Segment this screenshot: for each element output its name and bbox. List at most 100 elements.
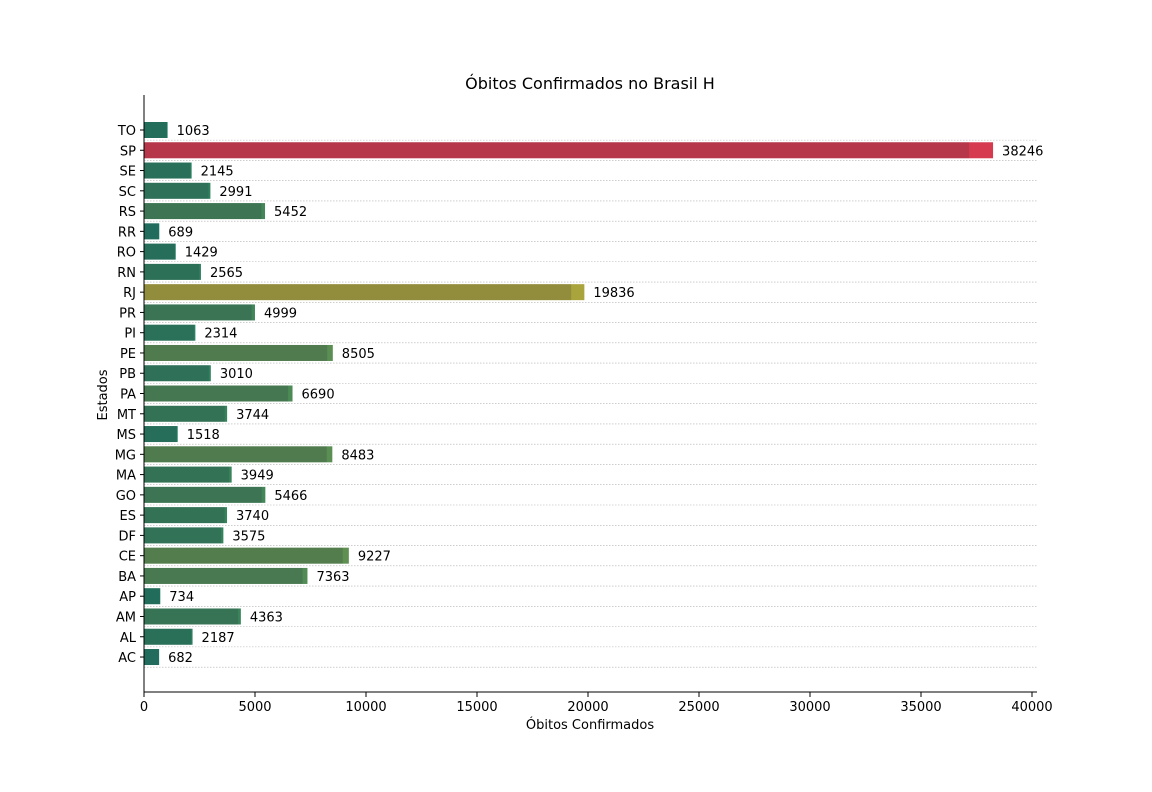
- x-tick-label: 20000: [567, 700, 608, 715]
- bar-value-label: 5466: [274, 489, 307, 504]
- y-tick-label: SE: [120, 165, 136, 180]
- bar-shade: [144, 324, 194, 341]
- x-tick-label: 35000: [900, 700, 941, 715]
- bar-value-label: 734: [169, 590, 194, 605]
- x-tick-label: 10000: [345, 700, 386, 715]
- y-tick-label: TO: [117, 124, 136, 139]
- grid-lines: [144, 139, 1037, 668]
- y-tick-label: AM: [116, 610, 136, 625]
- y-tick-label: BA: [118, 570, 136, 585]
- bar-pi: [144, 324, 196, 341]
- y-tick-label: AC: [118, 651, 136, 666]
- bar-value-label: 3740: [236, 509, 269, 524]
- bar-value-label: 2991: [219, 185, 252, 200]
- x-axis-label: Óbitos Confirmados: [526, 717, 654, 733]
- y-tick-label: MT: [117, 408, 136, 423]
- bar-shade: [144, 304, 252, 321]
- bar-shade: [144, 223, 159, 240]
- y-tick-label: PB: [119, 367, 136, 382]
- y-tick-labels: TO SP SE SC RS RR RO RN RJ PR PI PE PB PA MT MS MG MA GO ES…: [115, 124, 144, 666]
- bar-rn: [144, 263, 201, 280]
- y-tick-label: RR: [118, 225, 136, 240]
- bar-value-label: 2314: [204, 327, 237, 342]
- chart-title: Óbitos Confirmados no Brasil H: [465, 74, 715, 93]
- bar-pr: [144, 304, 255, 321]
- x-tick-label: 30000: [789, 700, 830, 715]
- bar-ap: [144, 588, 161, 605]
- bar-value-label: 1429: [185, 246, 218, 261]
- bar-shade: [144, 263, 200, 280]
- bar-es: [144, 507, 228, 524]
- y-tick-label: PA: [120, 388, 136, 403]
- y-tick-label: DF: [119, 529, 137, 544]
- bar-shade: [144, 182, 209, 199]
- bar-value-label: 5452: [274, 205, 307, 220]
- bar-pa: [144, 385, 293, 402]
- y-tick-label: PR: [119, 306, 136, 321]
- bar-mt: [144, 405, 228, 422]
- bar-ma: [144, 466, 232, 483]
- bar-value-label: 6690: [302, 388, 335, 403]
- y-tick-label: AL: [120, 631, 137, 646]
- bar-value-label: 7363: [316, 570, 349, 585]
- bar-pb: [144, 365, 211, 382]
- y-tick-label: AP: [119, 590, 136, 605]
- y-tick-label: MS: [117, 428, 136, 443]
- y-tick-label: MA: [116, 469, 136, 484]
- bar-value-label: 3949: [241, 469, 274, 484]
- bar-ba: [144, 567, 308, 584]
- bar-shade: [144, 385, 289, 402]
- x-tick-label: 40000: [1011, 700, 1052, 715]
- bar-value-label: 689: [168, 225, 193, 240]
- bar-value-label: 38246: [1002, 144, 1043, 159]
- bar-df: [144, 527, 224, 544]
- bar-shade: [144, 628, 192, 645]
- bar-ac: [144, 649, 160, 666]
- bar-value-label: 8505: [342, 347, 375, 362]
- bar-shade: [144, 567, 303, 584]
- y-axis-label: Estados: [96, 369, 111, 420]
- x-tick-label: 5000: [238, 700, 271, 715]
- bar-go: [144, 486, 266, 503]
- bar-rj: [144, 284, 585, 301]
- bar-shade: [144, 507, 225, 524]
- bar-value-label: 1063: [177, 124, 210, 139]
- bar-value-label: 8483: [341, 448, 374, 463]
- y-tick-label: ES: [120, 509, 136, 524]
- y-tick-label: RO: [117, 246, 136, 261]
- bar-am: [144, 608, 241, 625]
- bar-shade: [144, 588, 160, 605]
- bar-shade: [144, 547, 343, 564]
- bars-group: 1063 38246 2145 2991 5452 689 1429 2565 19836 499…: [144, 122, 1043, 666]
- bar-al: [144, 628, 193, 645]
- bar-rr: [144, 223, 160, 240]
- y-tick-label: MG: [115, 448, 136, 463]
- x-tick-label: 15000: [456, 700, 497, 715]
- x-tick-label: 0: [140, 700, 148, 715]
- bar-value-label: 3744: [236, 408, 269, 423]
- bar-shade: [144, 203, 262, 220]
- y-tick-label: SC: [119, 185, 136, 200]
- bar-shade: [144, 608, 238, 625]
- y-tick-label: CE: [119, 550, 136, 565]
- y-tick-label: RJ: [123, 286, 136, 301]
- y-tick-label: GO: [116, 489, 136, 504]
- y-tick-label: SP: [120, 144, 136, 159]
- bar-value-label: 19836: [593, 286, 634, 301]
- bar-value-label: 4363: [250, 610, 283, 625]
- bar-shade: [144, 466, 230, 483]
- bar-value-label: 4999: [264, 306, 297, 321]
- bar-shade: [144, 405, 225, 422]
- bar-value-label: 2187: [202, 631, 235, 646]
- bar-ro: [144, 243, 176, 260]
- x-axis-ticks: 0 5000 10000 15000 20000 25000 30000 35000 40000: [140, 692, 1053, 715]
- bar-shade: [144, 365, 209, 382]
- bar-rs: [144, 203, 266, 220]
- bar-shade: [144, 122, 167, 138]
- bar-value-label: 2145: [201, 165, 234, 180]
- bar-sp: [144, 142, 994, 159]
- bar-ce: [144, 547, 349, 564]
- bar-value-label: 9227: [358, 550, 391, 565]
- bar-shade: [144, 649, 159, 666]
